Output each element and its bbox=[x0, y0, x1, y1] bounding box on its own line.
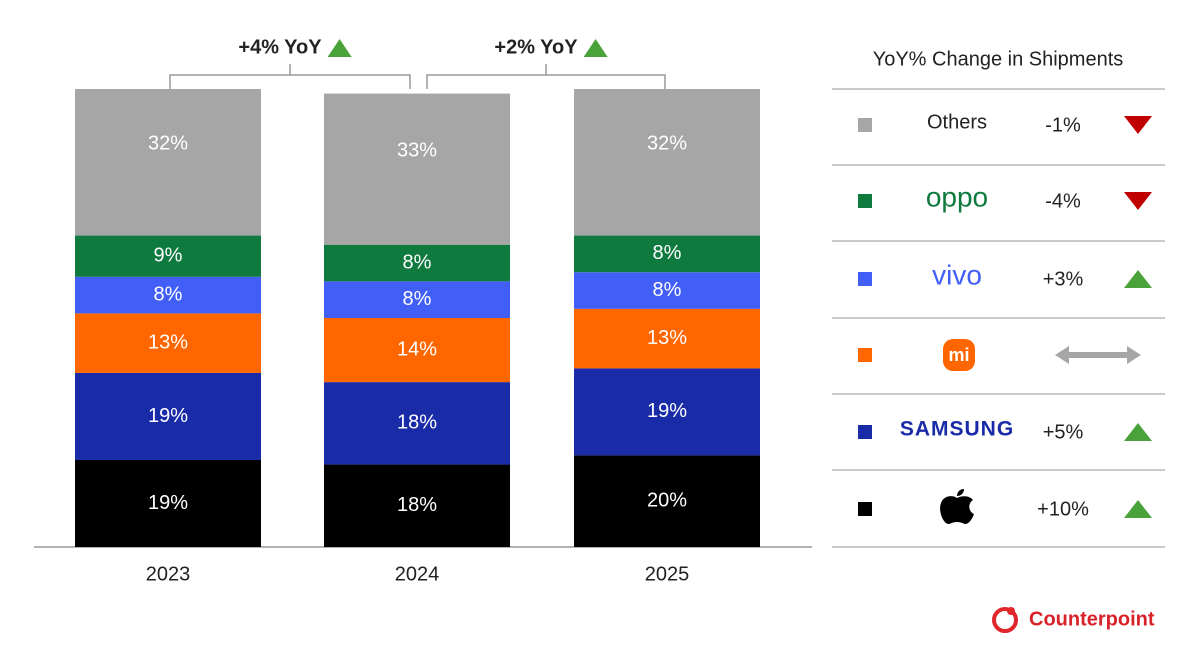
legend-name: mi bbox=[948, 345, 969, 365]
trend-up-icon bbox=[583, 39, 608, 57]
x-tick-label: 2023 bbox=[146, 563, 191, 585]
bar-segment bbox=[75, 459, 261, 547]
legend-swatch bbox=[858, 502, 872, 516]
data-label: 8% bbox=[653, 242, 682, 264]
legend-swatch bbox=[858, 194, 872, 208]
bar-segment bbox=[75, 276, 261, 314]
trend-up-icon bbox=[327, 39, 352, 57]
legend-name: vivo bbox=[932, 259, 982, 290]
trend-down-icon bbox=[1124, 116, 1152, 134]
no-change-arrow bbox=[1055, 346, 1141, 364]
brand-icon-dot bbox=[1007, 607, 1015, 615]
data-label: 9% bbox=[154, 244, 183, 266]
bracket bbox=[169, 64, 411, 89]
bar-segment bbox=[75, 372, 261, 460]
bar-segment bbox=[75, 313, 261, 373]
x-tick-label: 2025 bbox=[645, 563, 690, 585]
bar-segment bbox=[574, 368, 760, 456]
legend-yoy: -1% bbox=[1045, 114, 1081, 136]
bar-segment bbox=[574, 272, 760, 309]
bar-segment bbox=[324, 318, 510, 383]
data-label: 18% bbox=[397, 494, 437, 516]
bar-segment bbox=[75, 89, 261, 236]
brand-name: Counterpoint bbox=[1029, 608, 1155, 630]
trend-up-icon bbox=[1124, 270, 1152, 288]
data-label: 13% bbox=[647, 327, 687, 349]
legend-yoy: +3% bbox=[1043, 268, 1084, 290]
bar-segment bbox=[324, 281, 510, 318]
bar-segment bbox=[324, 93, 510, 245]
legend-name: SAMSUNG bbox=[900, 418, 1014, 441]
data-label: 32% bbox=[647, 133, 687, 155]
data-label: 8% bbox=[653, 279, 682, 301]
data-label: 33% bbox=[397, 139, 437, 161]
legend-title: YoY% Change in Shipments bbox=[873, 48, 1124, 70]
data-label: 18% bbox=[397, 412, 437, 434]
bar-segment bbox=[574, 89, 760, 236]
trend-up-icon bbox=[1124, 500, 1152, 518]
legend-swatch bbox=[858, 118, 872, 132]
x-tick-label: 2024 bbox=[395, 563, 440, 585]
legend-yoy: +5% bbox=[1043, 421, 1084, 443]
trend-down-icon bbox=[1124, 192, 1152, 210]
bar-segment bbox=[324, 244, 510, 282]
legend-yoy: +10% bbox=[1037, 498, 1089, 520]
legend-swatch bbox=[858, 425, 872, 439]
legend-swatch bbox=[858, 272, 872, 286]
legend-name: oppo bbox=[926, 181, 988, 212]
legend-yoy: -4% bbox=[1045, 190, 1081, 212]
bar-segment bbox=[75, 235, 261, 277]
brand-logo: Counterpoint bbox=[992, 607, 1155, 633]
data-label: 8% bbox=[403, 288, 432, 310]
bar-segment bbox=[324, 464, 510, 547]
annotation: +4% YoY bbox=[238, 36, 322, 58]
data-label: 14% bbox=[397, 338, 437, 360]
data-label: 13% bbox=[148, 331, 188, 353]
data-label: 19% bbox=[148, 492, 188, 514]
bracket bbox=[426, 64, 666, 89]
legend-swatch bbox=[858, 348, 872, 362]
brand-icon bbox=[992, 607, 1018, 633]
apple-logo bbox=[940, 489, 974, 524]
bar-segment bbox=[574, 235, 760, 273]
annotation: +2% YoY bbox=[494, 36, 578, 58]
data-label: 19% bbox=[647, 400, 687, 422]
data-label: 8% bbox=[403, 251, 432, 273]
trend-up-icon bbox=[1124, 423, 1152, 441]
data-label: 8% bbox=[154, 283, 183, 305]
data-label: 19% bbox=[148, 405, 188, 427]
mi-logo-bg bbox=[943, 339, 975, 371]
legend-name: Others bbox=[927, 111, 987, 133]
data-label: 20% bbox=[647, 489, 687, 511]
data-label: 32% bbox=[148, 133, 188, 155]
bar-segment bbox=[324, 382, 510, 465]
bar-segment bbox=[574, 455, 760, 547]
bar-segment bbox=[574, 308, 760, 369]
